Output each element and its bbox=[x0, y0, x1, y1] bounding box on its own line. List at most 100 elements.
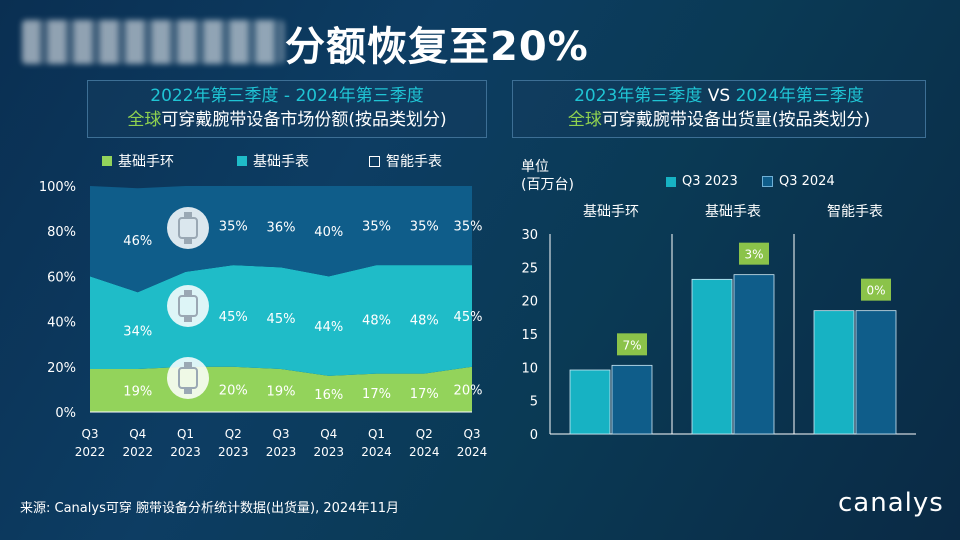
bar-ytick-label: 10 bbox=[521, 361, 538, 376]
area-data-label: 35% bbox=[454, 220, 483, 235]
area-data-label: 16% bbox=[314, 388, 343, 403]
icon-strap-bottom bbox=[184, 316, 192, 322]
legend-basic-watch: 基础手表 bbox=[237, 151, 309, 171]
bar-ytick-label: 20 bbox=[521, 295, 538, 310]
title-blurred-prefix bbox=[22, 20, 284, 64]
bar-ytick-label: 25 bbox=[521, 261, 538, 276]
canalys-logo: canalys bbox=[838, 488, 944, 518]
area-data-label: 19% bbox=[267, 385, 296, 400]
left-chart-header: 2022年第三季度 - 2024年第三季度 全球可穿戴腕带设备市场份额(按品类划… bbox=[87, 80, 487, 138]
bar-ytick-label: 30 bbox=[521, 228, 538, 243]
growth-label: 7% bbox=[622, 338, 641, 352]
bar-category-label: 基础手表 bbox=[705, 203, 761, 220]
icon-strap-top bbox=[184, 212, 192, 218]
area-data-label: 48% bbox=[410, 313, 439, 328]
legend-swatch-basic-band bbox=[102, 156, 112, 166]
area-data-label: 45% bbox=[267, 312, 296, 327]
basic-watch-icon bbox=[167, 285, 209, 327]
area-ytick-label: 60% bbox=[47, 270, 76, 285]
legend-swatch-basic-watch bbox=[237, 156, 247, 166]
legend-basic-band: 基础手环 bbox=[102, 151, 174, 171]
area-xtick-label: Q3 2024 bbox=[457, 427, 488, 459]
right-header-subtitle: 可穿戴腕带设备出货量(按品类划分) bbox=[601, 110, 871, 130]
icon-badge-bg bbox=[167, 357, 209, 399]
area-ytick-label: 40% bbox=[47, 316, 76, 331]
area-xtick-label: Q2 2023 bbox=[218, 427, 249, 459]
legend-label-basic-watch: 基础手表 bbox=[253, 154, 309, 170]
smartwatch-icon bbox=[167, 207, 209, 249]
source-note: 来源: Canalys可穿 腕带设备分析统计数据(出货量), 2024年11月 bbox=[20, 501, 400, 516]
area-data-label: 35% bbox=[362, 220, 391, 235]
area-xtick-label: Q4 2023 bbox=[313, 427, 344, 459]
area-ytick-label: 100% bbox=[39, 180, 76, 195]
left-header-global: 全球 bbox=[127, 110, 162, 130]
right-header-date-b: 2024年第三季度 bbox=[735, 86, 864, 106]
area-data-label: 36% bbox=[267, 221, 296, 236]
legend-swatch-smartwatch bbox=[369, 155, 380, 167]
legend-label-q3-2024: Q3 2024 bbox=[779, 174, 835, 189]
icon-strap-top bbox=[184, 290, 192, 296]
bar-chart-unit-label: 单位 (百万台) bbox=[521, 158, 574, 194]
right-header-date-a: 2023年第三季度 bbox=[574, 86, 703, 106]
bar-category-label: 智能手表 bbox=[827, 204, 883, 220]
icon-strap-bottom bbox=[184, 388, 192, 394]
legend-swatch-q3-2023 bbox=[666, 176, 676, 187]
bar-q3-2023 bbox=[569, 369, 611, 435]
bar-ytick-label: 5 bbox=[530, 395, 538, 410]
area-chart: 0% 20% 40% 60% 80% 100% Q3 2022 Q4 2022 Q1 2023 Q2 20… bbox=[39, 180, 488, 459]
area-xtick-label: Q1 2024 bbox=[361, 427, 392, 459]
unit-line2: (百万台) bbox=[521, 177, 574, 193]
bar-q3-2024 bbox=[733, 274, 775, 435]
area-data-label: 20% bbox=[219, 383, 248, 398]
growth-label-box bbox=[861, 278, 891, 301]
growth-label: 3% bbox=[744, 248, 763, 262]
legend-label-smartwatch: 智能手表 bbox=[386, 154, 442, 170]
left-header-date-a: 2022年第三季度 bbox=[150, 86, 279, 106]
bar-ytick-label: 15 bbox=[521, 328, 538, 343]
area-data-label: 45% bbox=[219, 310, 248, 325]
band-icon bbox=[167, 357, 209, 399]
area-data-label: 45% bbox=[454, 310, 483, 325]
area-xtick-label: Q3 2023 bbox=[266, 427, 297, 459]
bar-q3-2023 bbox=[691, 278, 733, 435]
right-header-vs: VS bbox=[702, 86, 736, 106]
area-data-label: 46% bbox=[123, 234, 152, 249]
legend-q3-2024: Q3 2024 bbox=[762, 174, 835, 189]
area-data-label: 17% bbox=[410, 387, 439, 402]
growth-label-box bbox=[617, 333, 647, 356]
growth-label: 0% bbox=[866, 284, 885, 298]
bar-q3-2024 bbox=[855, 310, 897, 435]
area-xtick-label: Q1 2023 bbox=[170, 427, 201, 459]
logo-text: canalys bbox=[838, 488, 944, 518]
area-data-label: 48% bbox=[362, 313, 391, 328]
area-ytick-label: 80% bbox=[47, 225, 76, 240]
icon-badge-bg bbox=[167, 285, 209, 327]
area-xtick-label: Q2 2024 bbox=[409, 427, 440, 459]
area-data-label: 34% bbox=[123, 325, 152, 340]
bar-ytick-label: 0 bbox=[530, 428, 538, 443]
area-data-label: 20% bbox=[454, 383, 483, 398]
left-header-date-b: 2024年第三季度 bbox=[295, 86, 424, 106]
area-data-label: 40% bbox=[314, 225, 343, 240]
bar-category-label: 基础手环 bbox=[583, 203, 639, 220]
icon-badge-bg bbox=[167, 207, 209, 249]
area-xtick-label: Q4 2022 bbox=[122, 427, 153, 459]
legend-swatch-q3-2024 bbox=[762, 176, 773, 187]
area-data-label: 35% bbox=[410, 220, 439, 235]
icon-strap-top bbox=[184, 362, 192, 368]
right-header-global: 全球 bbox=[567, 110, 602, 130]
area-xtick-label: Q3 2022 bbox=[75, 427, 106, 459]
growth-label-box bbox=[739, 242, 769, 265]
page-title: 分额恢复至20% bbox=[285, 24, 589, 70]
area-data-label: 44% bbox=[314, 320, 343, 335]
left-header-subtitle: 可穿戴腕带设备市场份额(按品类划分) bbox=[161, 110, 447, 130]
bar-q3-2023 bbox=[813, 310, 855, 435]
legend-label-basic-band: 基础手环 bbox=[118, 154, 174, 170]
area-data-label: 17% bbox=[362, 387, 391, 402]
area-data-label: 19% bbox=[123, 385, 152, 400]
unit-line1: 单位 bbox=[521, 159, 549, 175]
legend-smartwatch: 智能手表 bbox=[369, 151, 442, 171]
area-data-label: 35% bbox=[219, 220, 248, 235]
area-ytick-label: 0% bbox=[55, 406, 76, 421]
bar-q3-2024 bbox=[611, 364, 653, 435]
